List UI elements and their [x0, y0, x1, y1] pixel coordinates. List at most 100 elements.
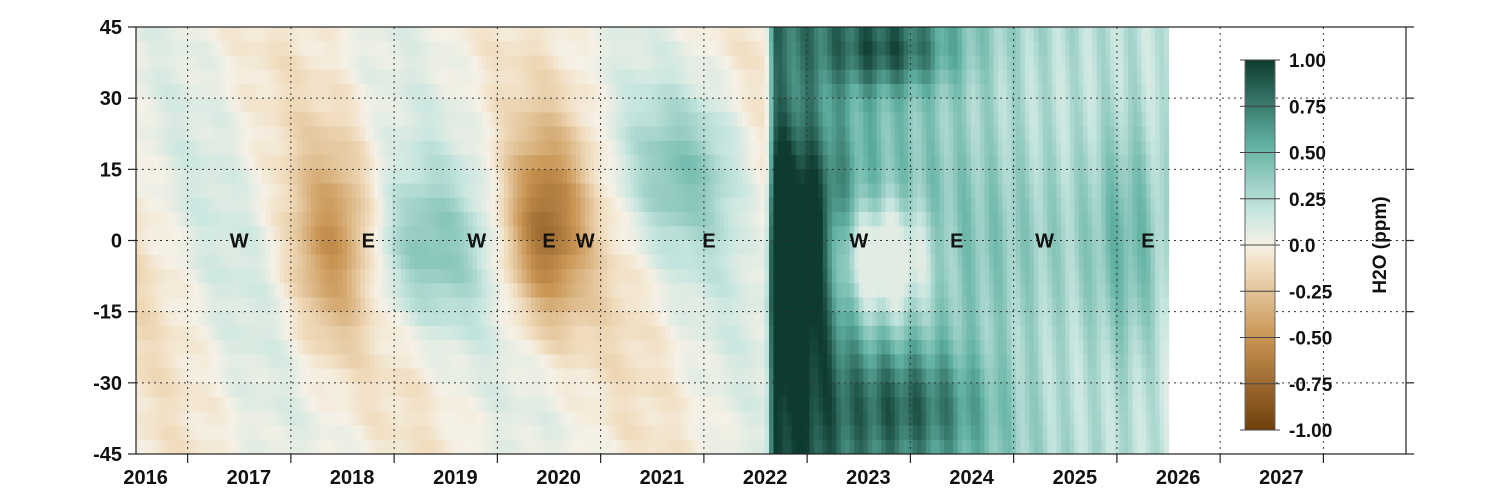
heatmap-cell: [230, 254, 236, 270]
heatmap-cell: [836, 226, 842, 242]
heatmap-cell: [216, 83, 222, 99]
heatmap-cell: [140, 83, 146, 99]
heatmap-cell: [248, 240, 254, 256]
heatmap-cell: [212, 55, 218, 71]
heatmap-cell: [611, 55, 617, 71]
heatmap-cell: [535, 411, 541, 427]
heatmap-cell: [710, 140, 716, 156]
heatmap-cell: [571, 311, 577, 327]
heatmap-cell: [144, 340, 151, 355]
heatmap-cell: [706, 169, 712, 185]
heatmap-cell: [266, 69, 272, 85]
heatmap-cell: [719, 55, 725, 71]
heatmap-cell: [593, 425, 599, 441]
heatmap-cell: [692, 83, 698, 99]
heatmap-cell: [418, 83, 424, 99]
heatmap-cell: [683, 354, 689, 370]
heatmap-cell: [544, 83, 550, 99]
heatmap-cell: [791, 112, 797, 128]
heatmap-cell: [760, 354, 766, 370]
heatmap-cell: [854, 212, 860, 227]
heatmap-cell: [225, 126, 231, 142]
heatmap-cell: [315, 197, 321, 213]
heatmap-cell: [593, 311, 599, 327]
heatmap-cell: [198, 240, 204, 256]
heatmap-cell: [230, 183, 236, 199]
heatmap-cell: [203, 69, 209, 85]
heatmap-cell: [751, 254, 757, 270]
heatmap-cell: [387, 183, 393, 199]
heatmap-cell: [436, 254, 442, 270]
heatmap-cell: [562, 55, 568, 71]
heatmap-cell: [881, 98, 887, 113]
heatmap-cell: [697, 354, 703, 370]
heatmap-cell: [854, 197, 860, 213]
heatmap-cell: [557, 354, 564, 370]
heatmap-cell: [840, 212, 846, 227]
heatmap-cell: [571, 169, 577, 185]
heatmap-cell: [737, 311, 743, 327]
heatmap-cell: [405, 254, 411, 270]
heatmap-cell: [827, 197, 833, 213]
heatmap-cell: [140, 140, 146, 156]
heatmap-cell: [391, 126, 397, 142]
heatmap-cell: [297, 439, 303, 454]
heatmap-cell: [777, 126, 784, 142]
heatmap-cell: [158, 297, 164, 313]
heatmap-cell: [230, 27, 236, 42]
heatmap-cell: [212, 140, 218, 156]
heatmap-cell: [724, 311, 730, 327]
heatmap-cell: [189, 325, 195, 341]
heatmap-cell: [876, 155, 882, 170]
heatmap-cell: [364, 254, 371, 270]
heatmap-cell: [360, 311, 366, 327]
heatmap-cell: [549, 69, 555, 85]
heatmap-cell: [620, 382, 626, 398]
heatmap-cell: [306, 112, 312, 128]
heatmap-cell: [423, 439, 429, 454]
heatmap-cell: [486, 382, 492, 398]
heatmap-cell: [212, 183, 218, 199]
heatmap-cell: [575, 169, 582, 185]
heatmap-cell: [697, 297, 703, 313]
heatmap-cell: [382, 98, 388, 113]
heatmap-cell: [535, 240, 541, 256]
heatmap-cell: [324, 112, 330, 128]
heatmap-cell: [288, 268, 294, 284]
heatmap-cell: [544, 112, 550, 128]
heatmap-cell: [450, 283, 456, 299]
heatmap-cell: [216, 98, 222, 113]
heatmap-cell: [593, 212, 599, 227]
heatmap-cell: [266, 411, 272, 427]
heatmap-cell: [504, 98, 510, 113]
heatmap-cell: [674, 368, 680, 384]
heatmap-cell: [791, 140, 797, 156]
heatmap-cell: [459, 283, 465, 299]
heatmap-cell: [481, 226, 487, 242]
heatmap-cell: [876, 297, 882, 313]
heatmap-cell: [436, 155, 442, 170]
heatmap-cell: [863, 254, 869, 270]
heatmap-cell: [845, 268, 851, 284]
heatmap-cell: [872, 197, 878, 213]
heatmap-cell: [355, 283, 362, 299]
heatmap-cell: [468, 41, 474, 57]
heatmap-cell: [400, 240, 406, 256]
heatmap-cell: [216, 197, 222, 213]
heatmap-cell: [768, 268, 775, 284]
heatmap-cell: [418, 169, 424, 185]
heatmap-cell: [831, 126, 837, 142]
heatmap-cell: [872, 69, 878, 85]
heatmap-cell: [508, 254, 514, 270]
heatmap-cell: [549, 212, 555, 227]
heatmap-cell: [656, 83, 662, 99]
heatmap-cell: [391, 354, 397, 370]
heatmap-cell: [481, 340, 487, 355]
heatmap-cell: [854, 69, 860, 85]
heatmap-cell: [284, 183, 290, 199]
heatmap-cell: [656, 425, 662, 441]
heatmap-cell: [450, 69, 456, 85]
heatmap-cell: [697, 69, 703, 85]
heatmap-cell: [495, 382, 501, 398]
heatmap-cell: [153, 83, 160, 99]
